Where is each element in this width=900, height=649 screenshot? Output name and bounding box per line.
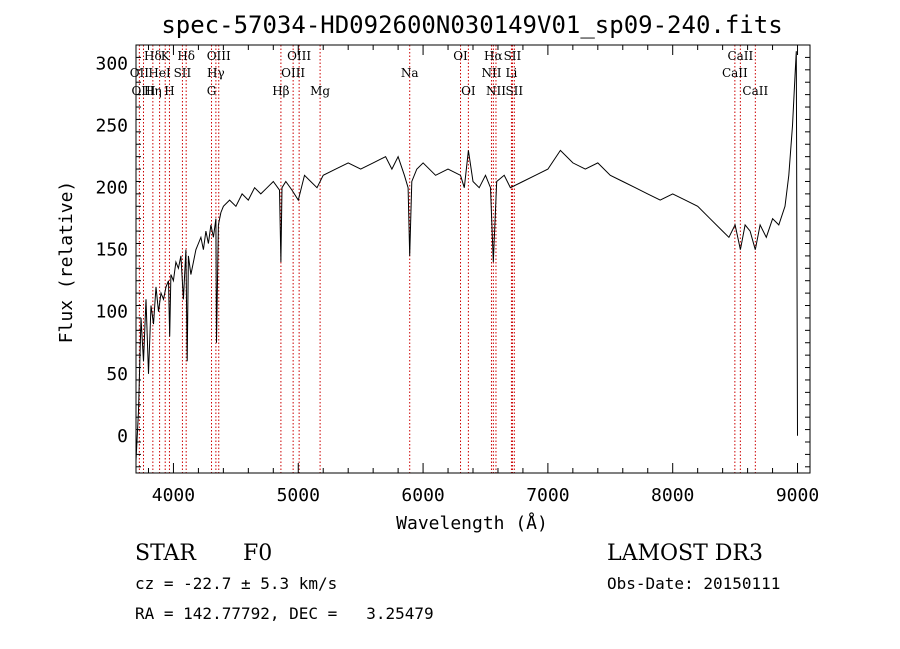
object-class: STAR: [135, 541, 197, 566]
spectrum-series-line: [135, 51, 798, 461]
x-tick-label: 9000: [776, 485, 819, 506]
spectral-line-label: SII: [504, 49, 522, 63]
redshift-info: cz = -22.7 ± 5.3 km/s: [135, 574, 337, 593]
spectral-line-label: OI: [453, 49, 468, 63]
x-axis-label: Wavelength (Å): [396, 512, 548, 534]
y-tick-label: 100: [95, 302, 128, 323]
spectral-line-label: Hδ: [177, 49, 195, 63]
spectral-line-label: Hδ: [144, 49, 162, 63]
spectral-line-label: OIII: [281, 66, 305, 80]
x-tick-label: 4000: [152, 485, 195, 506]
spectral-line-label: CaII: [742, 84, 768, 98]
object-subclass: F0: [243, 541, 272, 566]
y-tick-label: 200: [95, 178, 128, 199]
plot-frame: [135, 44, 811, 474]
x-tick-label: 8000: [651, 485, 694, 506]
spectral-line-label: OIII: [207, 49, 231, 63]
spectral-line-label: NII: [486, 84, 506, 98]
spectral-line-label: SII: [174, 66, 192, 80]
coordinates-info: RA = 142.77792, DEC = 3.25479: [135, 604, 434, 623]
y-tick-label: 150: [95, 240, 128, 261]
spectral-line-label: OIII: [287, 49, 311, 63]
survey-name: LAMOST DR3: [607, 541, 763, 566]
y-tick-label: 50: [106, 364, 128, 385]
spectral-line-label: G: [207, 84, 217, 98]
spectral-line-label: Hβ: [272, 84, 289, 98]
spectral-line-label: Mg: [310, 84, 330, 98]
x-tick-label: 7000: [526, 485, 569, 506]
spectral-line-label: CaII: [727, 49, 753, 63]
spectral-line-label: H: [164, 84, 174, 98]
spectral-line-label: OII: [130, 66, 150, 80]
y-tick-label: 250: [95, 116, 128, 137]
y-axis-label: Flux (relative): [56, 181, 77, 344]
spectral-line-label: K: [161, 49, 171, 63]
y-tick-label: 0: [117, 426, 128, 447]
x-tick-label: 5000: [277, 485, 320, 506]
spectral-line-label: Hα: [484, 49, 503, 63]
spectral-line-label: Li: [506, 66, 518, 80]
spectral-line-markers: [138, 45, 756, 473]
y-tick-label: 300: [95, 54, 128, 75]
chart-title: spec-57034-HD092600N030149V01_sp09-240.f…: [161, 11, 782, 39]
observation-date: Obs-Date: 20150111: [607, 574, 780, 593]
x-tick-label: 6000: [401, 485, 444, 506]
x-axis-ticks: 4000 5000 6000 7000 8000 9000: [147, 45, 819, 506]
y-axis-ticks: 0 50 100 150 200 250 300: [95, 54, 810, 468]
spectral-line-label: Hη: [144, 84, 162, 98]
spectral-line-label: OI: [461, 84, 476, 98]
spectral-line-label: Hγ: [207, 66, 225, 80]
spectral-line-label: SII: [505, 84, 523, 98]
spectral-line-label: HeI: [148, 66, 171, 80]
spectral-line-label: Na: [401, 66, 419, 80]
spectral-line-label: CaII: [722, 66, 748, 80]
spectral-line-label: NII: [481, 66, 501, 80]
